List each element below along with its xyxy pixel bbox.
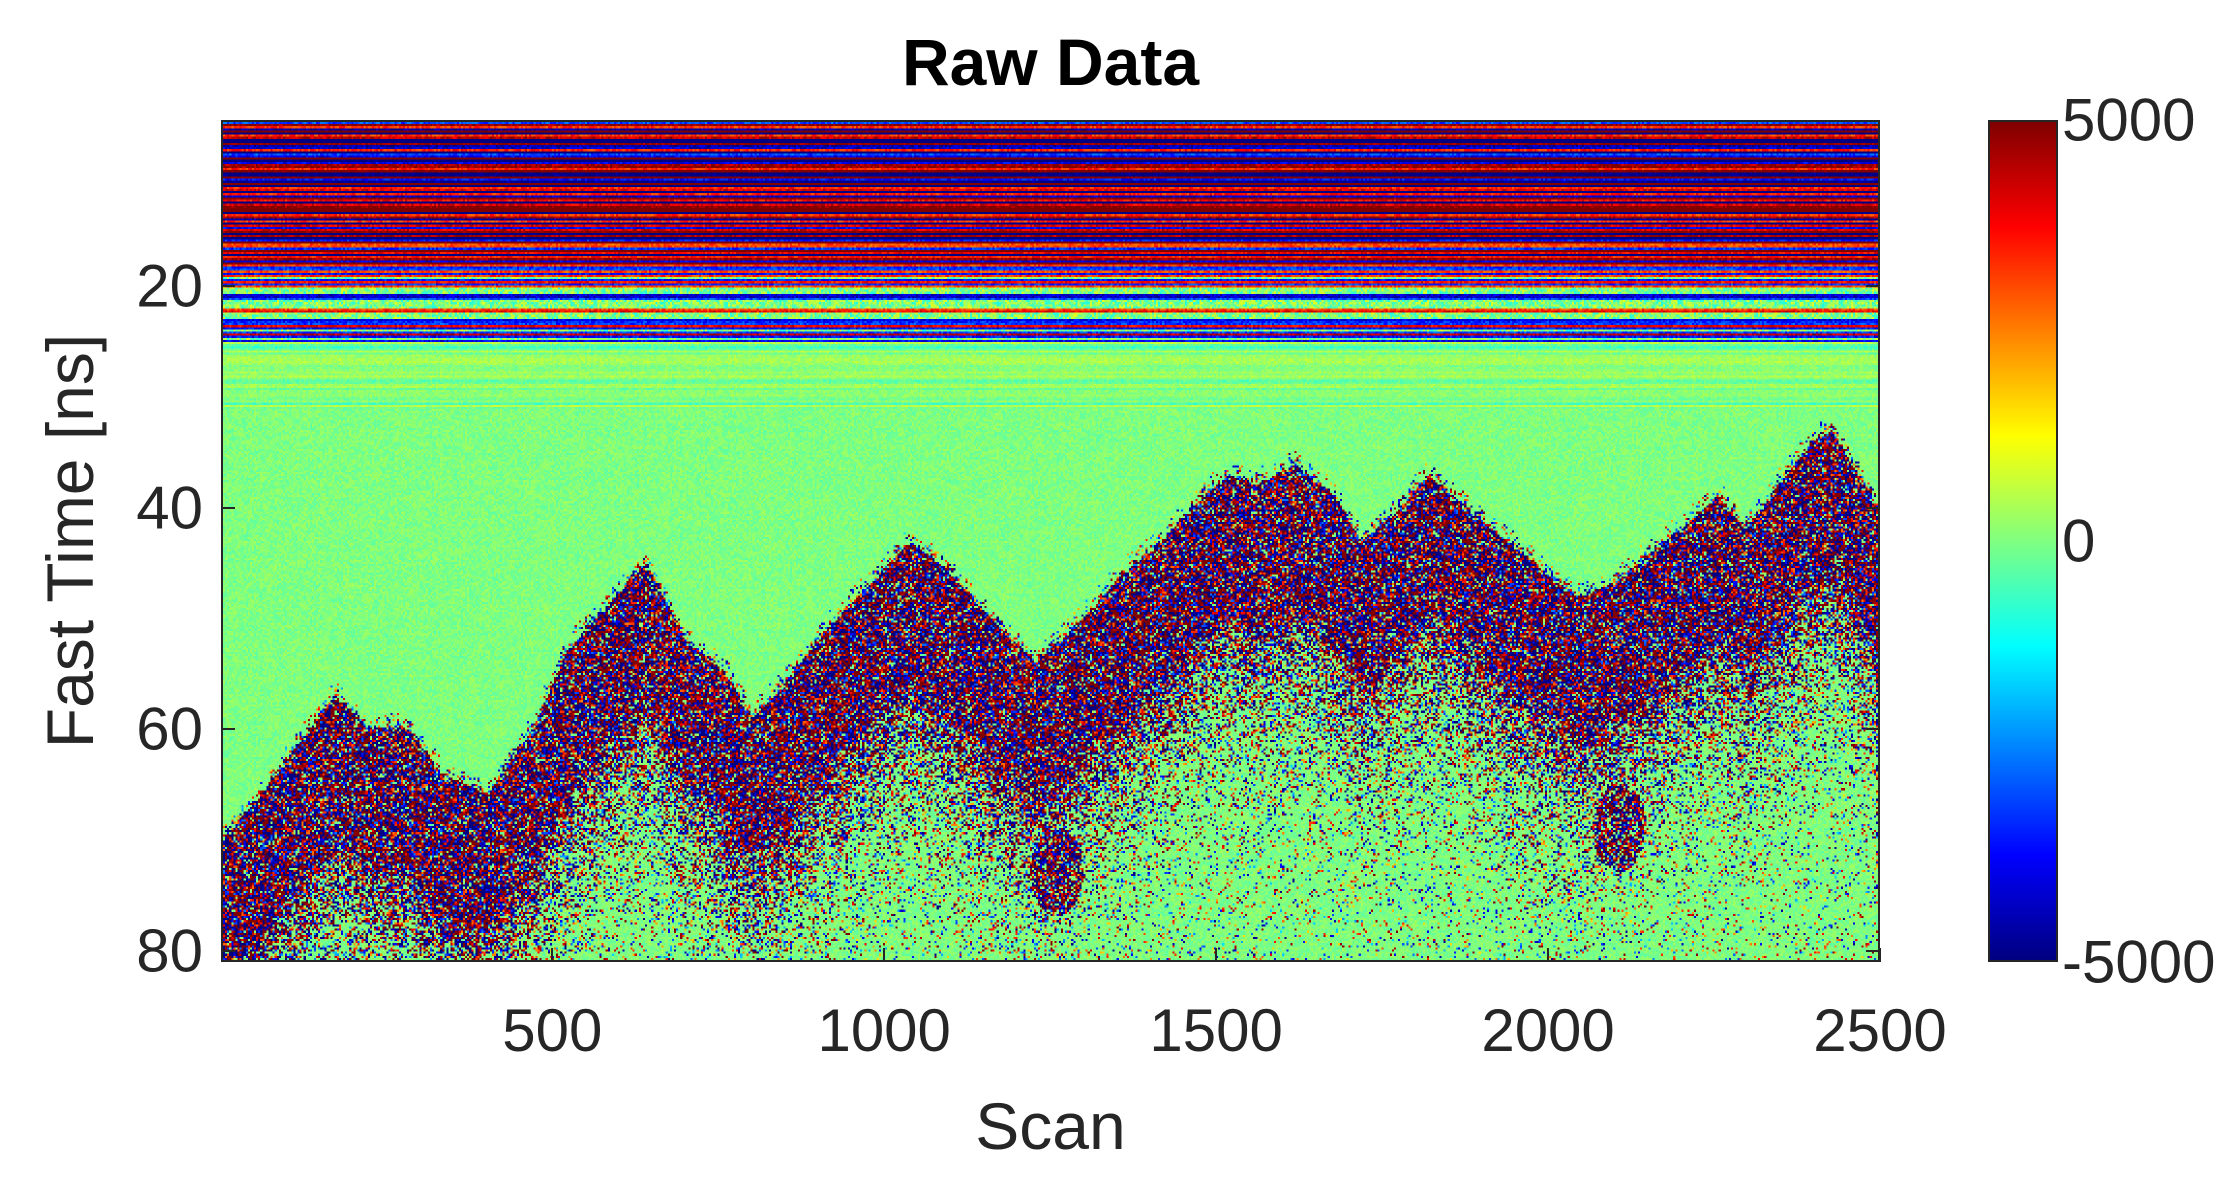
y-tick-mark	[1866, 728, 1880, 731]
colorbar-tick-label: 5000	[2062, 86, 2196, 154]
x-tick-mark	[1547, 948, 1550, 962]
x-tick-mark	[551, 948, 554, 962]
y-axis-label: Fast Time [ns]	[33, 333, 107, 749]
x-tick-label: 1500	[1149, 997, 1283, 1064]
y-tick-label: 80	[136, 917, 203, 985]
colorbar	[1988, 120, 2058, 962]
y-tick-mark	[1866, 506, 1880, 509]
x-tick-mark	[1879, 948, 1881, 962]
x-tick-mark	[1215, 948, 1218, 962]
y-tick-mark	[221, 728, 235, 731]
y-tick-label: 60	[136, 695, 203, 763]
y-tick-mark	[221, 285, 235, 288]
chart-title: Raw Data	[901, 25, 1200, 99]
x-tick-label: 2000	[1481, 997, 1615, 1064]
y-tick-label: 40	[136, 474, 203, 542]
y-tick-label: 20	[136, 252, 203, 320]
x-tick-label: 1000	[817, 997, 951, 1064]
y-tick-mark	[221, 506, 235, 509]
y-tick-mark	[1866, 285, 1880, 288]
y-tick-mark	[221, 949, 235, 952]
x-tick-label: 2500	[1813, 997, 1947, 1064]
x-tick-mark	[883, 948, 886, 962]
x-tick-label: 500	[502, 997, 603, 1064]
colorbar-tick-label: -5000	[2062, 928, 2216, 996]
heatmap-image	[223, 122, 1878, 960]
y-tick-mark	[1866, 949, 1880, 952]
colorbar-tick-label: 0	[2062, 507, 2096, 575]
plot-axes	[221, 120, 1880, 962]
x-axis-label: Scan	[975, 1089, 1126, 1163]
